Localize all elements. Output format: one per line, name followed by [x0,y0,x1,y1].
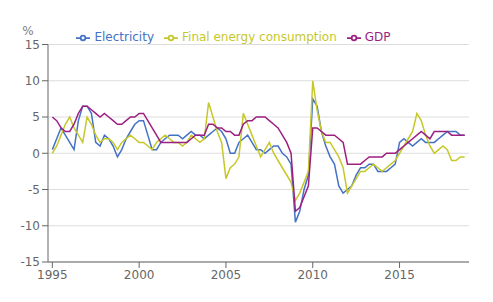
html-text:Electricity: Electricity [94,30,154,44]
svg-text:%: % [22,24,33,38]
svg-text:15: 15 [25,38,40,52]
html-text:GDP: GDP [364,30,391,44]
html-text:Final energy consumption: Final energy consumption [182,30,337,44]
svg-text:5: 5 [32,110,40,124]
svg-text:1995: 1995 [37,268,68,282]
svg-text:2005: 2005 [211,268,242,282]
svg-text:10: 10 [25,74,40,88]
svg-text:-10: -10 [20,219,40,233]
svg-text:2010: 2010 [297,268,328,282]
svg-text:0: 0 [32,147,40,161]
svg-text:-5: -5 [28,183,40,197]
svg-text:-15: -15 [20,255,40,269]
svg-text:2015: 2015 [384,268,415,282]
svg-text:2000: 2000 [124,268,155,282]
